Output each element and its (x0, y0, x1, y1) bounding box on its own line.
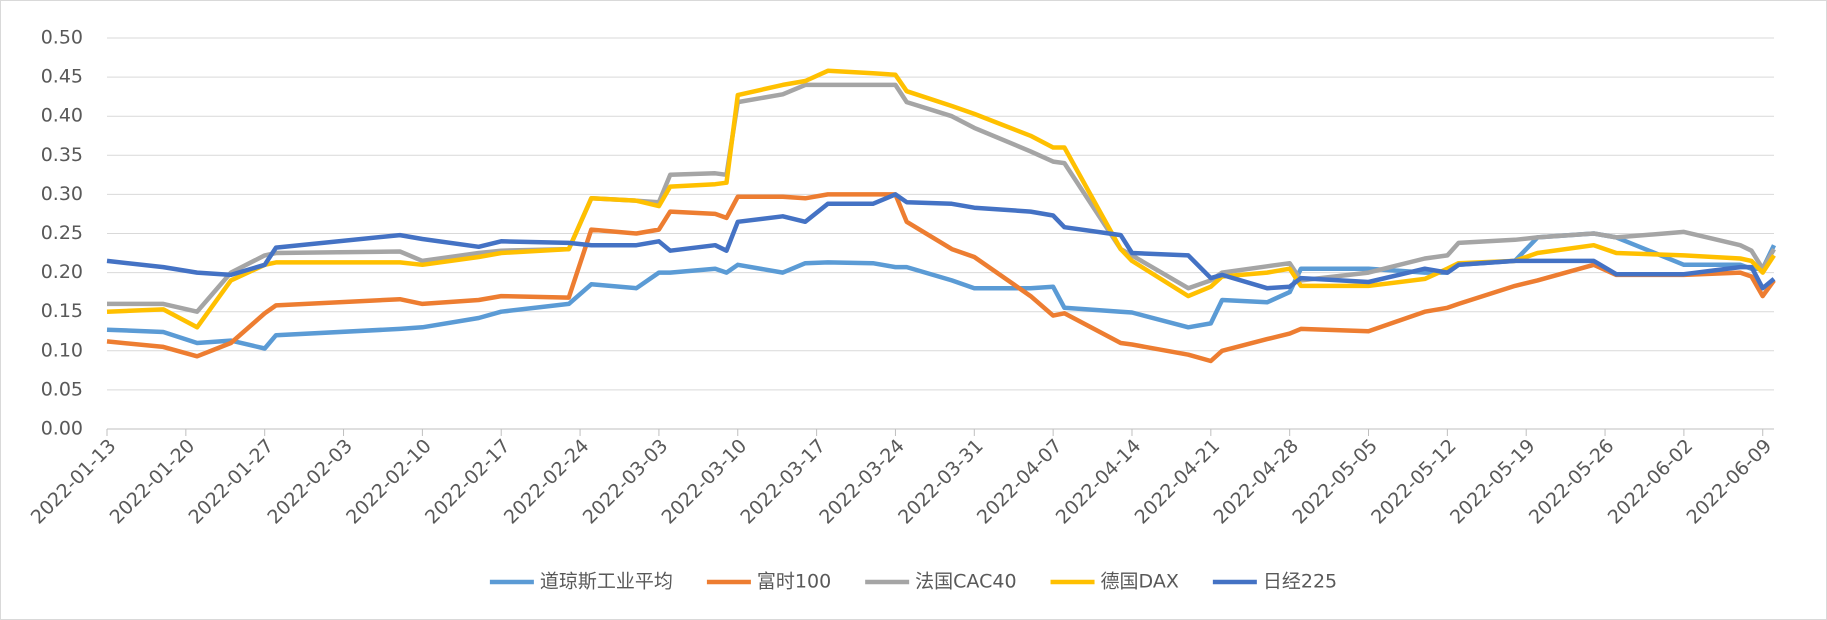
y-tick-label: 0.05 (41, 378, 83, 400)
legend-label: 道琼斯工业平均 (540, 571, 673, 593)
y-tick-label: 0.45 (41, 66, 83, 88)
legend-label: 日经225 (1263, 571, 1337, 593)
series-line (106, 192, 1776, 291)
y-tick-label: 0.20 (41, 261, 83, 283)
y-tick-label: 0.00 (41, 418, 83, 440)
legend: 道琼斯工业平均 富时100 法国CAC40 德国DAX 日经225 (489, 571, 1337, 593)
y-tick-label: 0.10 (41, 339, 83, 361)
y-tick-label: 0.25 (41, 222, 83, 244)
y-tick-label: 0.50 (41, 27, 83, 49)
y-tick-label: 0.35 (41, 144, 83, 166)
y-tick-label: 0.15 (41, 300, 83, 322)
series-line (107, 82, 1776, 314)
legend-label: 法国CAC40 (915, 571, 1016, 593)
legend-label: 富时100 (757, 571, 831, 593)
series-line (106, 192, 1776, 364)
legend-label: 德国DAX (1101, 571, 1179, 593)
y-tick-label: 0.40 (41, 105, 83, 127)
y-tick-label: 0.30 (41, 183, 83, 205)
